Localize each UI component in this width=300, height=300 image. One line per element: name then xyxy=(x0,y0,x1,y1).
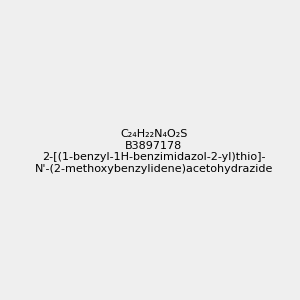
Text: C₂₄H₂₂N₄O₂S
B3897178
2-[(1-benzyl-1H-benzimidazol-2-yl)thio]-
N'-(2-methoxybenzy: C₂₄H₂₂N₄O₂S B3897178 2-[(1-benzyl-1H-ben… xyxy=(34,129,273,174)
